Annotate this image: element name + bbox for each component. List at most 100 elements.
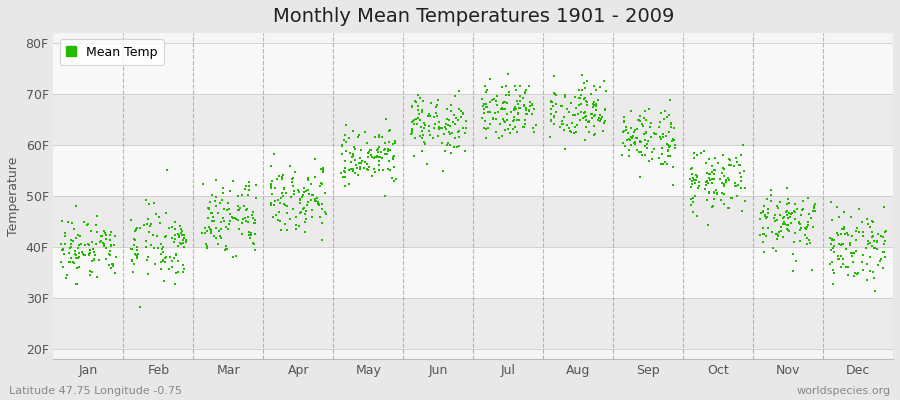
Point [408, 134, 422, 141]
Point [638, 143, 652, 149]
Point [876, 265, 890, 272]
Point [216, 218, 230, 224]
Point [865, 218, 879, 224]
Point [443, 142, 457, 148]
Point [195, 181, 210, 187]
Point [414, 134, 428, 141]
Point [580, 98, 594, 105]
Point [209, 177, 223, 183]
Point [198, 230, 212, 236]
Point [548, 101, 562, 108]
Point [729, 183, 743, 190]
Point [518, 110, 533, 117]
Point [787, 208, 801, 214]
Point [774, 227, 788, 234]
Point [878, 228, 892, 235]
Point [84, 272, 98, 278]
Point [218, 247, 232, 254]
Point [87, 256, 102, 262]
Point [297, 189, 311, 195]
Point [691, 184, 706, 191]
Point [347, 170, 362, 177]
Point [81, 220, 95, 227]
Point [305, 192, 320, 198]
Point [787, 239, 801, 245]
Point [200, 243, 214, 250]
Point [248, 231, 263, 237]
Point [140, 221, 154, 227]
Point [81, 241, 95, 248]
Point [870, 238, 885, 245]
Point [635, 120, 650, 127]
Point [437, 148, 452, 154]
Point [639, 130, 653, 136]
Point [593, 118, 608, 124]
Point [790, 205, 805, 212]
Point [168, 235, 183, 242]
Point [685, 180, 699, 187]
Point [92, 257, 106, 264]
Point [627, 127, 642, 134]
Point [366, 155, 381, 162]
Point [382, 167, 397, 174]
Point [663, 123, 678, 130]
Point [562, 109, 576, 115]
Point [439, 121, 454, 128]
Point [662, 144, 676, 150]
Point [68, 252, 83, 258]
Point [285, 179, 300, 185]
Point [632, 117, 646, 124]
Point [826, 243, 841, 249]
Point [201, 215, 215, 222]
Point [277, 221, 292, 227]
Point [202, 199, 217, 205]
Point [344, 166, 358, 172]
Point [157, 278, 171, 284]
Point [482, 76, 497, 82]
Point [544, 111, 558, 117]
Point [780, 196, 795, 202]
Point [139, 238, 153, 244]
Point [475, 103, 490, 110]
Point [778, 214, 792, 220]
Point [525, 101, 539, 107]
Point [771, 205, 786, 211]
Point [849, 248, 863, 254]
Point [158, 210, 173, 216]
Point [221, 200, 236, 206]
Point [173, 223, 187, 229]
Point [660, 114, 674, 120]
Point [827, 249, 842, 255]
Point [493, 106, 508, 112]
Point [474, 115, 489, 121]
Point [212, 228, 226, 234]
Point [517, 102, 531, 108]
Point [502, 92, 517, 99]
Point [405, 130, 419, 136]
Point [657, 116, 671, 122]
Point [629, 135, 643, 142]
Point [786, 268, 800, 274]
Point [701, 189, 716, 195]
Point [104, 242, 118, 249]
Point [563, 100, 578, 106]
Point [104, 243, 118, 250]
Point [578, 95, 592, 101]
Point [865, 234, 879, 240]
Point [702, 156, 716, 163]
Point [130, 225, 144, 231]
Point [580, 78, 594, 84]
Point [171, 243, 185, 249]
Point [74, 241, 88, 247]
Point [563, 128, 578, 135]
Point [168, 269, 183, 276]
Point [688, 176, 703, 183]
Point [545, 99, 560, 106]
Point [729, 155, 743, 161]
Point [213, 234, 228, 241]
Point [786, 251, 800, 257]
Point [544, 118, 558, 124]
Bar [53, 298, 893, 349]
Point [801, 219, 815, 225]
Point [146, 232, 160, 238]
